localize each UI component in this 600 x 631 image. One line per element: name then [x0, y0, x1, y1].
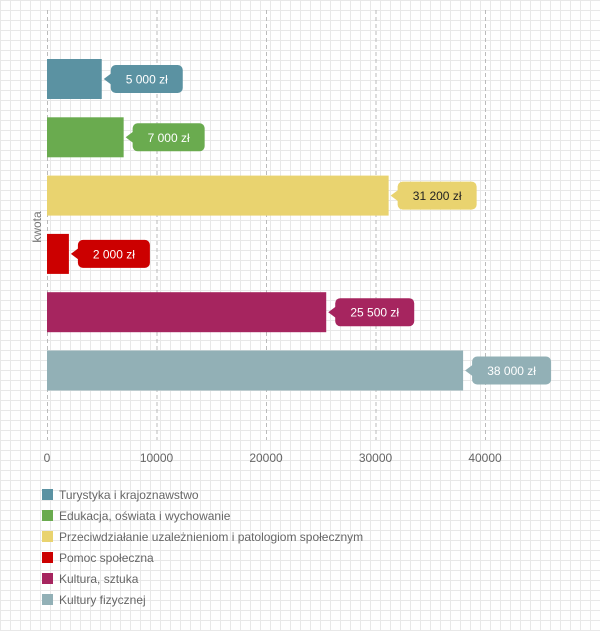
- legend-item[interactable]: Kultury fizycznej: [42, 589, 363, 610]
- data-label-pointer: [390, 189, 399, 202]
- x-tick-label: 20000: [249, 451, 283, 465]
- data-label: 25 500 zł: [350, 306, 399, 320]
- data-label-callout: 5 000 zł: [103, 65, 183, 93]
- data-label-callout: 31 200 zł: [390, 181, 477, 210]
- data-label: 5 000 zł: [126, 73, 168, 87]
- data-label-callout: 2 000 zł: [70, 239, 150, 268]
- data-label-pointer: [125, 131, 134, 144]
- legend-label: Pomoc społeczna: [59, 550, 154, 565]
- legend-label: Kultury fizycznej: [59, 592, 146, 607]
- x-tick-label: 0: [44, 451, 51, 465]
- x-tick-label: 30000: [359, 451, 393, 465]
- legend-swatch: [42, 594, 53, 605]
- data-label-pointer: [465, 364, 474, 377]
- legend-swatch: [42, 489, 53, 500]
- data-label-callout: 38 000 zł: [465, 356, 552, 385]
- legend-item[interactable]: Edukacja, oświata i wychowanie: [42, 505, 363, 526]
- legend-label: Turystyka i krajoznawstwo: [59, 487, 199, 502]
- data-label-box: [397, 181, 477, 210]
- legend-item[interactable]: Turystyka i krajoznawstwo: [42, 484, 363, 505]
- legend-label: Przeciwdziałanie uzależnieniom i patolog…: [59, 529, 364, 544]
- data-label-box: [132, 123, 205, 152]
- bar: [47, 117, 124, 158]
- bar: [47, 350, 464, 391]
- legend-item[interactable]: Pomoc społeczna: [42, 547, 363, 568]
- data-label-pointer: [70, 247, 79, 260]
- bar: [47, 59, 102, 99]
- legend-label: Kultura, sztuka: [59, 571, 139, 586]
- bar: [47, 292, 327, 333]
- x-tick-label: 10000: [140, 451, 174, 465]
- legend: Turystyka i krajoznawstwo Edukacja, oświa…: [42, 484, 363, 610]
- x-tick-label: 40000: [468, 451, 502, 465]
- bar: [47, 175, 389, 216]
- legend-swatch: [42, 573, 53, 584]
- data-label: 31 200 zł: [413, 189, 462, 203]
- data-label-callout: 25 500 zł: [328, 298, 415, 327]
- data-label-box: [110, 65, 183, 93]
- data-label-callout: 7 000 zł: [125, 123, 205, 152]
- data-label: 7 000 zł: [148, 131, 190, 145]
- legend-item[interactable]: Kultura, sztuka: [42, 568, 363, 589]
- data-label-pointer: [328, 306, 337, 319]
- data-label: 2 000 zł: [93, 247, 135, 261]
- data-label-box: [472, 356, 552, 385]
- data-label-pointer: [103, 73, 112, 85]
- bar: [47, 233, 69, 274]
- data-label-box: [77, 239, 150, 268]
- data-label-box: [335, 298, 415, 327]
- y-axis-title: kwota: [30, 211, 44, 243]
- legend-swatch: [42, 531, 53, 542]
- legend-label: Edukacja, oświata i wychowanie: [59, 508, 231, 523]
- legend-swatch: [42, 510, 53, 521]
- legend-swatch: [42, 552, 53, 563]
- legend-item[interactable]: Przeciwdziałanie uzależnieniom i patolog…: [42, 526, 363, 547]
- data-label: 38 000 zł: [487, 364, 536, 378]
